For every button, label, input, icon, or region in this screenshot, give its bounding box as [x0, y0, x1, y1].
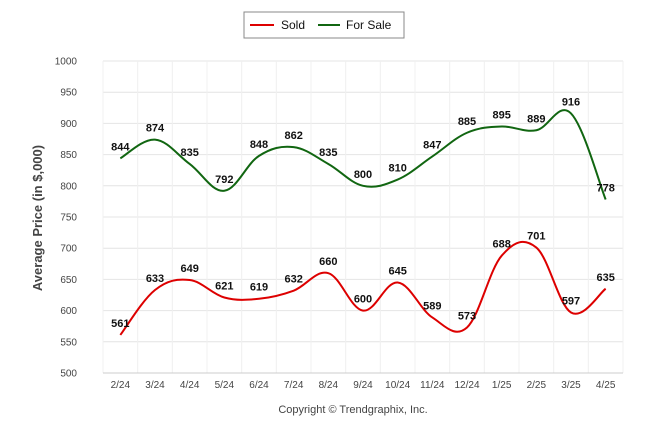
data-label-sold: 573: [458, 310, 476, 322]
legend-label-for-sale: For Sale: [346, 18, 392, 32]
y-tick-label: 550: [60, 337, 77, 348]
data-label-for-sale: 847: [423, 139, 441, 151]
x-tick-label: 1/25: [492, 380, 512, 391]
x-tick-label: 2/25: [527, 380, 547, 391]
data-label-for-sale: 895: [492, 110, 510, 122]
data-label-sold: 688: [492, 239, 510, 251]
y-tick-label: 750: [60, 213, 77, 224]
legend-label-sold: Sold: [281, 18, 305, 32]
x-tick-label: 10/24: [385, 380, 410, 391]
y-tick-label: 500: [60, 369, 77, 380]
data-label-for-sale: 778: [596, 183, 614, 195]
data-label-for-sale: 862: [284, 130, 302, 142]
x-axis: 2/24 3/24 4/24 5/24 6/24 7/24 8/24 9/24 10/24 11/…: [103, 372, 623, 391]
data-label-for-sale: 835: [180, 147, 198, 159]
data-label-sold: 660: [319, 256, 337, 268]
series-lines: [119, 109, 607, 336]
data-label-sold: 633: [146, 273, 164, 285]
data-label-for-sale: 800: [354, 169, 372, 181]
data-label-for-sale: 792: [215, 174, 233, 186]
x-tick-label: 5/24: [215, 380, 235, 391]
data-label-sold: 645: [388, 266, 406, 278]
data-label-sold: 597: [562, 295, 580, 307]
data-label-sold: 621: [215, 280, 233, 292]
x-tick-label: 12/24: [454, 380, 479, 391]
data-label-for-sale: 810: [388, 163, 406, 175]
x-tick-label: 4/24: [180, 380, 200, 391]
grid-lines: [102, 60, 624, 374]
x-tick-label: 6/24: [249, 380, 269, 391]
data-label-for-sale: 835: [319, 147, 337, 159]
series-line-for-sale: [119, 109, 607, 200]
data-label-for-sale: 848: [250, 139, 268, 151]
x-tick-label: 3/24: [145, 380, 165, 391]
x-tick-label: 9/24: [353, 380, 373, 391]
y-tick-label: 600: [60, 306, 77, 317]
x-tick-label: 7/24: [284, 380, 304, 391]
y-tick-label: 650: [60, 275, 77, 286]
x-tick-label: 4/25: [596, 380, 616, 391]
y-tick-label: 700: [60, 244, 77, 255]
x-tick-label: 3/25: [561, 380, 581, 391]
data-label-sold: 635: [596, 272, 614, 284]
y-tick-label: 800: [60, 181, 77, 192]
data-labels: 561 633 649 621 619 632 660 600 645 589 573 688 701 5…: [111, 96, 615, 330]
x-tick-label: 8/24: [319, 380, 339, 391]
data-label-for-sale: 874: [146, 123, 165, 135]
y-tick-label: 900: [60, 119, 77, 130]
data-label-sold: 589: [423, 300, 441, 312]
y-axis: 500 550 600 650 700 750 800 850 900 950 1000: [55, 57, 78, 380]
y-tick-label: 850: [60, 150, 77, 161]
y-tick-label: 950: [60, 88, 77, 99]
series-line-sold: [119, 240, 607, 336]
data-label-for-sale: 889: [527, 113, 545, 125]
data-label-sold: 619: [250, 282, 268, 294]
y-tick-label: 1000: [55, 57, 78, 68]
data-label-for-sale: 844: [111, 141, 130, 153]
x-tick-label: 11/24: [420, 380, 445, 391]
copyright-credit: Copyright © Trendgraphix, Inc.: [278, 404, 427, 416]
data-label-for-sale: 916: [562, 96, 580, 108]
data-label-sold: 632: [284, 274, 302, 286]
data-label-sold: 600: [354, 294, 372, 306]
y-axis-title: Average Price (in $,000): [30, 145, 45, 291]
data-label-sold: 701: [527, 231, 545, 243]
data-label-for-sale: 885: [458, 116, 476, 128]
x-tick-label: 2/24: [111, 380, 131, 391]
data-label-sold: 649: [180, 263, 198, 275]
data-label-sold: 561: [111, 318, 129, 330]
legend: Sold For Sale: [243, 11, 405, 39]
